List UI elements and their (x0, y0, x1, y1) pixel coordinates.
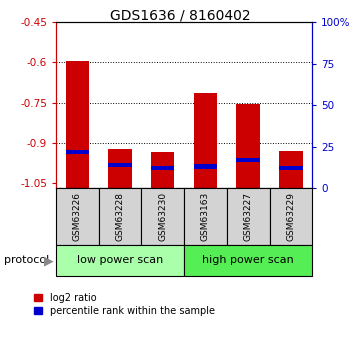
Text: GSM63227: GSM63227 (244, 192, 253, 241)
Text: protocol: protocol (4, 256, 49, 265)
Bar (194, 165, 217, 169)
Text: GSM63163: GSM63163 (201, 192, 210, 241)
Bar (194, 93, 217, 188)
Text: ▶: ▶ (44, 254, 53, 267)
Bar (151, 166, 174, 170)
Bar (184, 188, 227, 245)
Bar (270, 188, 312, 245)
Text: high power scan: high power scan (202, 256, 294, 265)
Bar (236, 104, 260, 188)
Bar (66, 61, 89, 188)
Bar (99, 188, 142, 245)
Bar (108, 149, 132, 188)
Bar (151, 152, 174, 188)
Bar (227, 188, 270, 245)
Bar (236, 158, 260, 162)
Bar (279, 151, 303, 188)
Bar (142, 188, 184, 245)
Bar (56, 188, 99, 245)
Text: low power scan: low power scan (77, 256, 163, 265)
Text: GSM63226: GSM63226 (73, 192, 82, 241)
Legend: log2 ratio, percentile rank within the sample: log2 ratio, percentile rank within the s… (34, 293, 215, 316)
Bar (279, 166, 303, 170)
Text: GSM63230: GSM63230 (158, 192, 167, 241)
Text: GSM63228: GSM63228 (116, 192, 125, 241)
Bar (56, 245, 184, 276)
Bar (66, 149, 89, 154)
Text: GDS1636 / 8160402: GDS1636 / 8160402 (110, 9, 251, 23)
Text: GSM63229: GSM63229 (286, 192, 295, 241)
Bar (108, 163, 132, 167)
Bar (184, 245, 312, 276)
